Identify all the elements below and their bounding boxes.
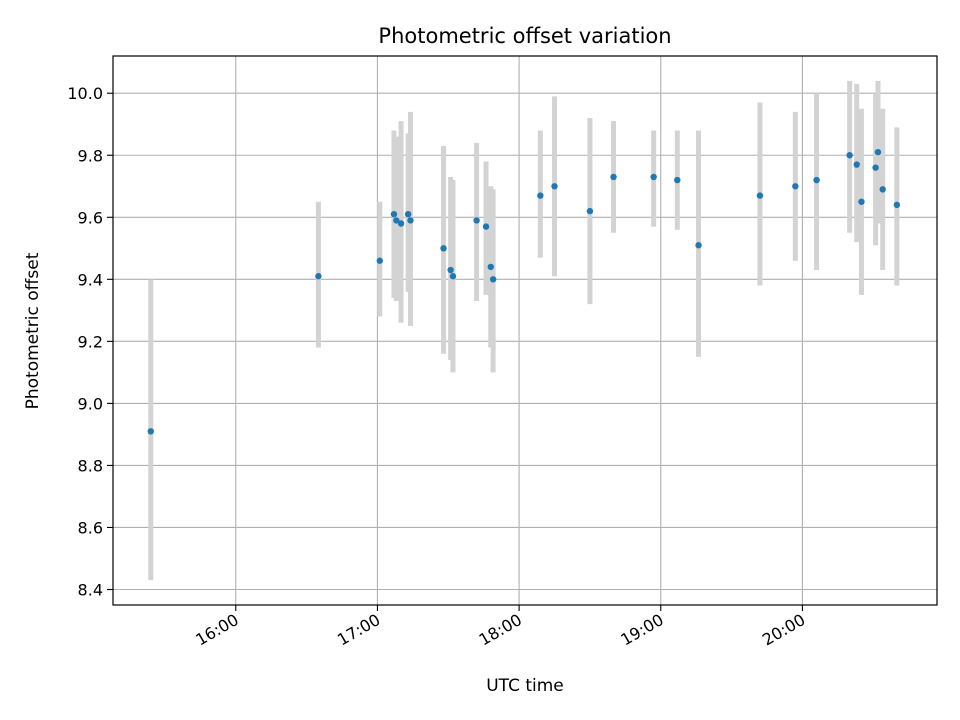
data-point bbox=[879, 186, 886, 193]
data-point bbox=[874, 148, 882, 156]
data-point bbox=[872, 164, 879, 171]
chart-title: Photometric offset variation bbox=[378, 24, 671, 48]
data-point bbox=[650, 173, 657, 181]
data-point bbox=[397, 220, 405, 227]
y-tick-label: 9.2 bbox=[78, 332, 103, 351]
data-points bbox=[147, 148, 901, 435]
x-axis-label: UTC time bbox=[486, 676, 564, 696]
data-point bbox=[846, 152, 853, 159]
data-point bbox=[482, 223, 490, 230]
data-point bbox=[489, 276, 497, 283]
data-point bbox=[407, 217, 414, 224]
y-axis-label: Photometric offset bbox=[23, 252, 43, 409]
data-point bbox=[447, 266, 454, 274]
data-point bbox=[893, 201, 901, 209]
data-point bbox=[586, 207, 594, 215]
plot-frame bbox=[112, 55, 938, 606]
data-point bbox=[376, 257, 383, 264]
data-point bbox=[487, 263, 494, 271]
data-point bbox=[147, 428, 154, 435]
y-tick-label: 9.0 bbox=[78, 394, 103, 413]
y-tick-label: 8.6 bbox=[78, 518, 103, 537]
data-point bbox=[390, 210, 398, 218]
data-point bbox=[440, 245, 447, 252]
data-point bbox=[674, 176, 681, 184]
data-point bbox=[858, 198, 865, 205]
data-point bbox=[853, 161, 860, 168]
grid bbox=[113, 56, 937, 605]
y-tick-label: 8.8 bbox=[78, 456, 103, 475]
y-tick-label: 8.4 bbox=[78, 580, 103, 599]
data-point bbox=[695, 242, 702, 249]
data-point bbox=[393, 217, 400, 224]
data-point bbox=[813, 176, 820, 184]
data-point bbox=[610, 173, 617, 181]
data-point bbox=[473, 217, 480, 224]
y-axis-ticks: 8.4 8.6 8.8 9.0 9.2 9.4 9.6 9.8 10.0 bbox=[67, 84, 113, 599]
y-tick-label: 10.0 bbox=[67, 84, 103, 103]
data-point bbox=[449, 273, 457, 280]
data-point bbox=[756, 192, 764, 199]
data-point bbox=[315, 273, 322, 280]
data-point bbox=[537, 192, 544, 199]
y-tick-label: 9.8 bbox=[78, 146, 103, 165]
data-point bbox=[404, 210, 412, 218]
data-point bbox=[551, 183, 558, 190]
y-tick-label: 9.6 bbox=[78, 208, 103, 227]
data-point bbox=[792, 183, 799, 190]
y-tick-label: 9.4 bbox=[78, 270, 103, 289]
